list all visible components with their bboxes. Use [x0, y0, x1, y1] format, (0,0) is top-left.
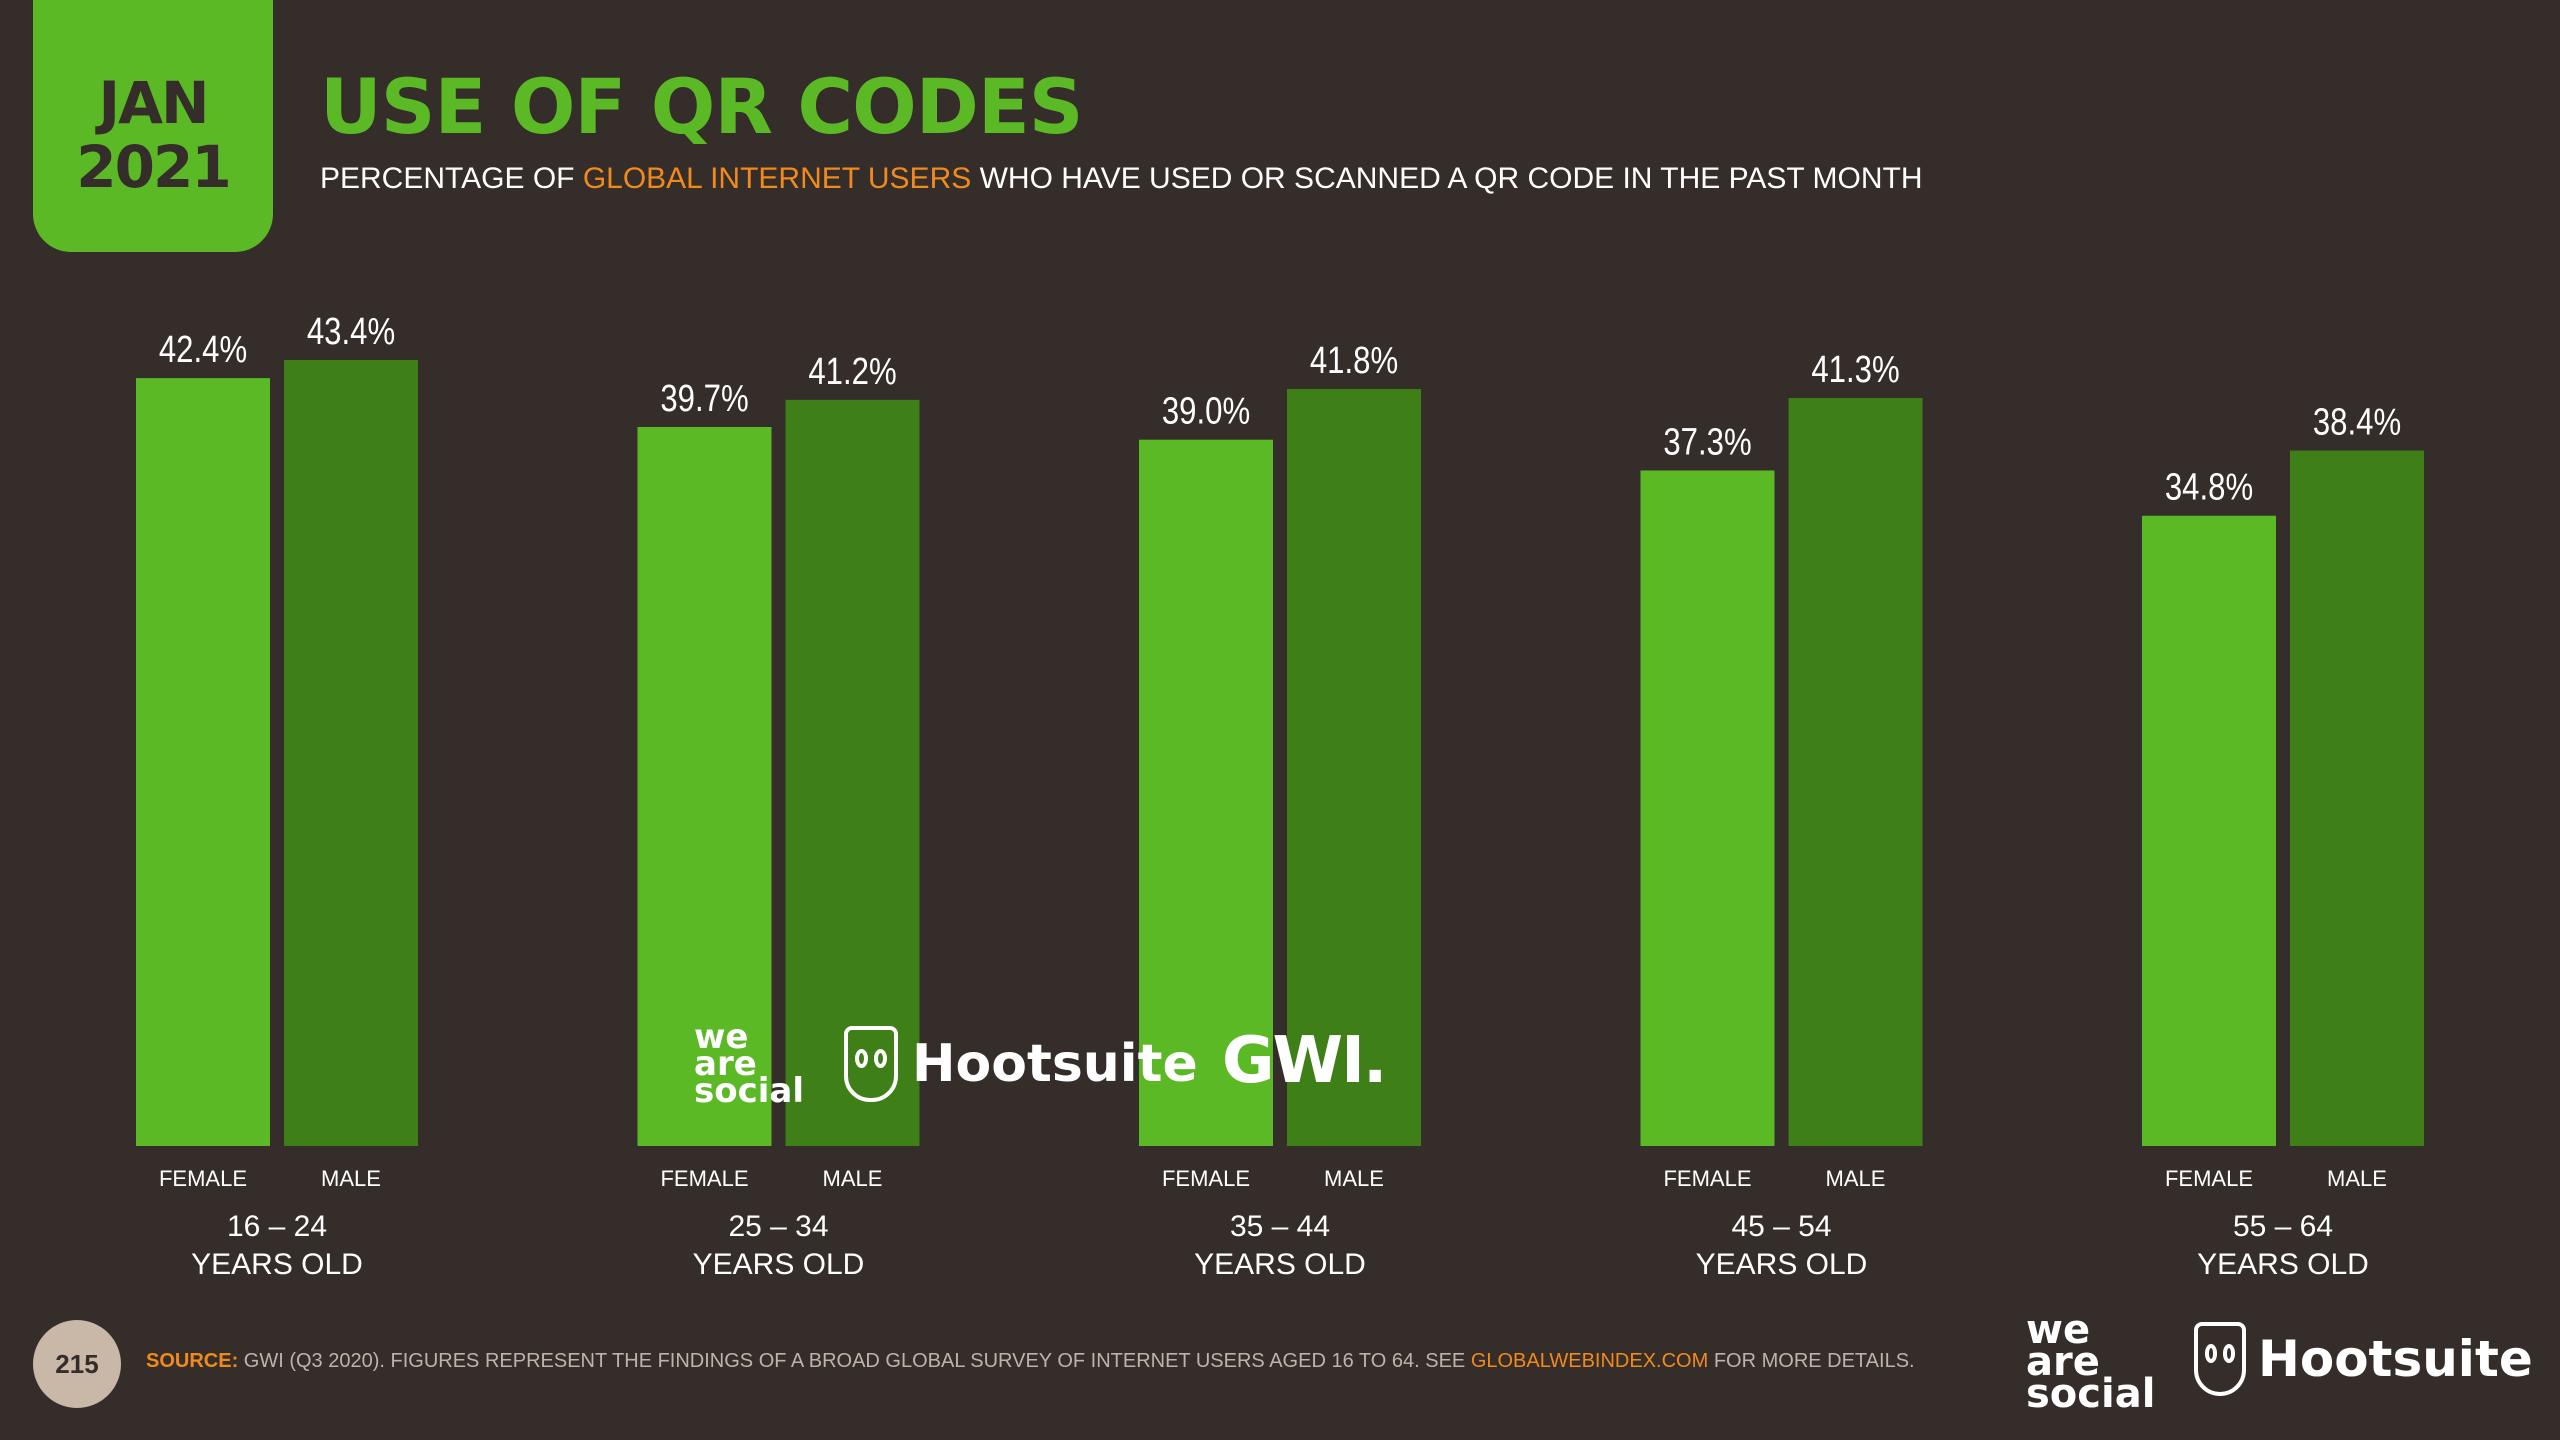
- category-sublabel-4: YEARS OLD: [2197, 1248, 2369, 1281]
- bar-male-3: [1788, 398, 1923, 1147]
- footer-logo-word-are: are: [2026, 1339, 2100, 1385]
- category-sublabel-3: YEARS OLD: [1696, 1248, 1868, 1281]
- data-label-female-2: 39.0%: [1162, 391, 1250, 433]
- subtitle-highlight: GLOBAL INTERNET USERS: [582, 162, 972, 195]
- footer-logo-word-we: we: [2026, 1307, 2091, 1353]
- footer-owl-icon: [2194, 1322, 2246, 1396]
- series-label-female-4: FEMALE: [2165, 1166, 2253, 1191]
- logo-word-social: social: [694, 1071, 805, 1112]
- data-label-female-4: 34.8%: [2165, 467, 2253, 509]
- owl-icon: [844, 1026, 898, 1102]
- footer-logo-word-social: social: [2026, 1371, 2156, 1417]
- hootsuite-wordmark: Hootsuite: [912, 1034, 1198, 1094]
- page-subtitle: PERCENTAGE OF GLOBAL INTERNET USERS WHO …: [320, 162, 1923, 196]
- source-tail: FOR MORE DETAILS.: [1708, 1350, 1915, 1372]
- category-label-2: 35 – 44: [1230, 1210, 1330, 1243]
- category-label-0: 16 – 24: [227, 1210, 327, 1243]
- series-label-female-0: FEMALE: [159, 1166, 247, 1191]
- page-number-badge: 215: [33, 1320, 121, 1408]
- category-label-4: 55 – 64: [2233, 1210, 2333, 1243]
- gwi-wordmark: GWI.: [1222, 1024, 1387, 1098]
- bar-female-3: [1640, 470, 1775, 1147]
- bar-male-2: [1287, 388, 1421, 1147]
- bar-male-0: [284, 360, 418, 1146]
- subtitle-prefix: PERCENTAGE OF: [320, 162, 583, 195]
- bar-female-2: [1139, 439, 1273, 1146]
- page-title: USE OF QR CODES: [320, 62, 1084, 151]
- source-text: GWI (Q3 2020). FIGURES REPRESENT THE FIN…: [238, 1350, 1471, 1372]
- footer-hootsuite-wordmark: Hootsuite: [2258, 1330, 2533, 1388]
- data-label-female-3: 37.3%: [1663, 422, 1751, 464]
- category-sublabel-0: YEARS OLD: [191, 1248, 363, 1281]
- series-label-male-2: MALE: [1324, 1166, 1384, 1191]
- category-label-3: 45 – 54: [1731, 1210, 1831, 1243]
- footer-we-are-social-logo: we are social: [2026, 1307, 2156, 1417]
- data-label-male-2: 41.8%: [1310, 340, 1398, 382]
- category-sublabel-2: YEARS OLD: [1194, 1248, 1366, 1281]
- we-are-social-logo: we are social: [694, 1017, 805, 1112]
- gwi-logo: GWI.: [1222, 1024, 1387, 1098]
- data-label-male-4: 38.4%: [2313, 402, 2401, 444]
- logo-word-are: are: [694, 1044, 757, 1085]
- bar-female-0: [136, 378, 270, 1146]
- footer-hootsuite-logo: Hootsuite: [2194, 1322, 2533, 1396]
- bar-female-4: [2142, 515, 2276, 1146]
- data-label-male-1: 41.2%: [808, 351, 896, 393]
- series-label-male-0: MALE: [321, 1166, 381, 1191]
- source-link[interactable]: GLOBALWEBINDEX.COM: [1470, 1350, 1709, 1372]
- date-year: 2021: [76, 133, 231, 201]
- date-month: JAN: [98, 69, 209, 137]
- data-label-male-0: 43.4%: [307, 311, 395, 353]
- series-label-male-3: MALE: [1826, 1166, 1886, 1191]
- bar-male-4: [2290, 450, 2424, 1147]
- date-badge: JAN 2021: [33, 0, 273, 252]
- logo-word-we: we: [694, 1017, 749, 1057]
- page-number: 215: [55, 1348, 99, 1379]
- category-label-1: 25 – 34: [728, 1210, 828, 1243]
- series-label-female-3: FEMALE: [1663, 1166, 1751, 1191]
- series-label-male-4: MALE: [2327, 1166, 2387, 1191]
- category-sublabel-1: YEARS OLD: [693, 1248, 865, 1281]
- bar-male-1: [785, 399, 920, 1146]
- source-note: SOURCE: GWI (Q3 2020). FIGURES REPRESENT…: [146, 1350, 1915, 1373]
- subtitle-suffix: WHO HAVE USED OR SCANNED A QR CODE IN TH…: [971, 162, 1923, 195]
- data-label-male-3: 41.3%: [1811, 349, 1899, 391]
- bar-female-1: [637, 427, 772, 1146]
- bar-chart: 42.4% FEMALE 43.4% MALE 16 – 24 YEARS OLD 39.7…: [136, 311, 2424, 1281]
- series-label-female-1: FEMALE: [660, 1166, 748, 1191]
- series-label-female-2: FEMALE: [1162, 1166, 1250, 1191]
- data-label-female-0: 42.4%: [159, 329, 247, 371]
- source-label: SOURCE:: [146, 1350, 239, 1372]
- hootsuite-logo: Hootsuite: [844, 1026, 1198, 1102]
- series-label-male-1: MALE: [823, 1166, 883, 1191]
- data-label-female-1: 39.7%: [660, 378, 748, 420]
